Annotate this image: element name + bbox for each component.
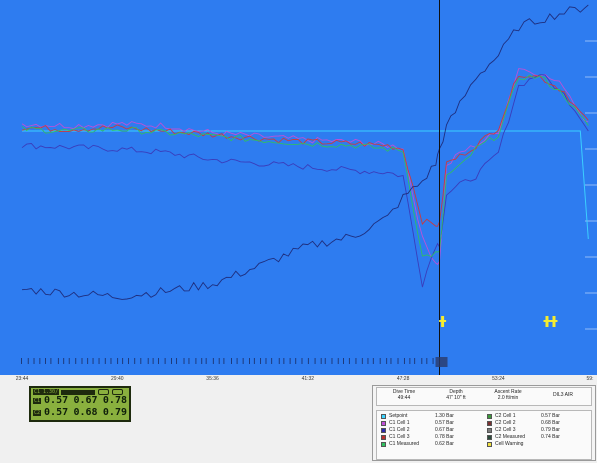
info-panel: Dive Time 49:44 Depth 47' 10" ft Ascent …	[372, 385, 596, 461]
legend-item-c1-cell-3: C1 Cell 3 0.78 Bar	[381, 434, 454, 440]
ascent-rate-stat: Ascent Rate 2.0 ft/min	[483, 389, 533, 401]
c1-tag: C1	[33, 398, 42, 404]
stat-value: 47' 10" ft	[446, 395, 466, 401]
c1-value: 0.67	[73, 395, 98, 406]
c2-value: 0.57	[44, 407, 69, 418]
legend-swatch	[487, 434, 492, 440]
diluent-stat: DIL3 AIR	[535, 392, 591, 398]
battery-bar	[61, 389, 96, 395]
stat-value: 49:44	[397, 395, 411, 401]
legend-item-cell-warning: Cell Warning	[487, 441, 541, 447]
legend-swatch	[381, 420, 386, 426]
cell-warning-marker	[543, 320, 551, 322]
legend-swatch	[487, 441, 492, 447]
series-line-c1-cell-1	[21, 68, 589, 266]
legend-item-setpoint: Setpoint 1.30 Bar	[381, 413, 454, 419]
legend-swatch	[381, 441, 386, 447]
c2-tag: C2	[33, 410, 42, 416]
legend-item-c1-measured: C1 Measured 0.62 Bar	[381, 441, 454, 447]
legend: Setpoint 1.30 Bar C1 Cell 1 0.57 Bar C1 …	[376, 410, 592, 460]
stat-label: Ascent Rate	[494, 389, 522, 395]
x-tick-label: 53:24	[492, 376, 505, 382]
c1-value: 0.57	[44, 395, 69, 406]
x-tick-label: 59:	[586, 376, 594, 382]
legend-item-c1-cell-2: C1 Cell 2 0.67 Bar	[381, 427, 454, 433]
setpoint-readout: C1 1.30/	[33, 389, 60, 395]
c2-value: 0.79	[102, 407, 127, 418]
series-line-c1-cell-2	[21, 74, 589, 288]
legend-swatch	[381, 413, 386, 419]
depth-stat: Depth 47' 10" ft	[431, 389, 481, 401]
cell-warning-marker	[550, 320, 558, 322]
series-line-c1-cell-3	[21, 75, 589, 227]
legend-swatch	[487, 413, 492, 419]
status-icon	[98, 389, 110, 395]
stat-label: Depth	[449, 389, 463, 395]
c2-value: 0.68	[73, 407, 98, 418]
series-line-c1-measured	[21, 74, 589, 258]
event-cluster	[435, 357, 448, 367]
stat-value: DIL3 AIR	[552, 392, 573, 398]
series-line-setpoint	[22, 130, 589, 240]
stat-value: 2.0 ft/min	[497, 395, 519, 401]
legend-swatch	[487, 420, 492, 426]
legend-item-c1-cell-1: C1 Cell 1 0.57 Bar	[381, 420, 454, 426]
chart-plot[interactable]	[0, 0, 597, 375]
stat-label: Dive Time	[392, 389, 416, 395]
dive-chart[interactable]	[0, 0, 597, 375]
handset-display: C1 1.30/ C1 0.57 0.67 0.78 C2 0.57 0.68 …	[29, 386, 131, 422]
x-tick-label: 47:28	[396, 376, 410, 382]
x-tick-label: 35:36	[206, 376, 219, 382]
legend-item-c2-cell-1: C2 Cell 1 0.57 Bar	[487, 413, 560, 419]
legend-swatch	[381, 427, 386, 433]
x-tick-label: 41:32	[301, 376, 315, 382]
x-tick-label: 23:44	[15, 376, 29, 382]
legend-item-c2-measured: C2 Measured 0.74 Bar	[487, 434, 560, 440]
legend-item-c2-cell-2: C2 Cell 2 0.68 Bar	[487, 420, 560, 426]
c1-value: 0.78	[102, 395, 127, 406]
time-axis: 23:44 29:40 35:36 41:32 47:28 53:24 59:	[0, 375, 597, 385]
legend-swatch	[381, 434, 386, 440]
status-icon	[112, 389, 124, 395]
dive-time-stat: Dive Time 49:44	[379, 389, 429, 401]
cell-warning-marker	[439, 320, 447, 322]
legend-swatch	[487, 427, 492, 433]
dive-stats: Dive Time 49:44 Depth 47' 10" ft Ascent …	[376, 387, 592, 406]
series-line-depth	[21, 4, 589, 300]
x-tick-label: 29:40	[111, 376, 124, 382]
legend-item-c2-cell-3: C2 Cell 3 0.79 Bar	[487, 427, 560, 433]
